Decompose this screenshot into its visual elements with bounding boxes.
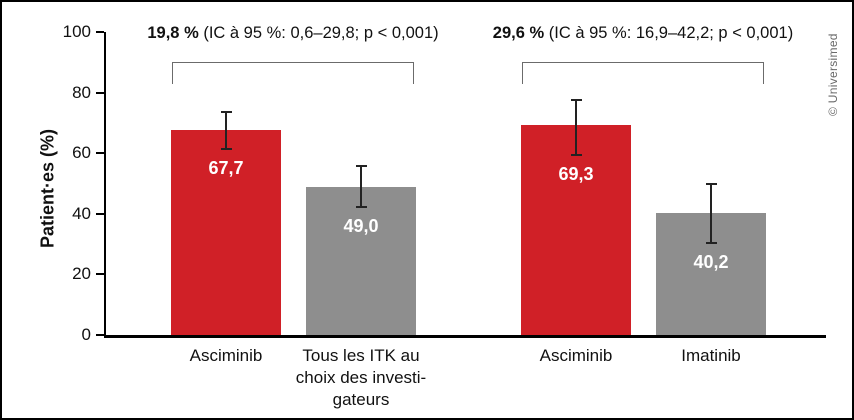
error-bar — [705, 182, 717, 245]
difference-annotation: 29,6 % (IC à 95 %: 16,9–42,2; p < 0,001) — [433, 24, 852, 43]
difference-annotation: 19,8 % (IC à 95 %: 0,6–29,8; p < 0,001) — [83, 24, 503, 43]
category-label: Asciminib — [189, 346, 263, 365]
bar-value-label: 49,0 — [343, 215, 379, 236]
difference-value: 19,8 % — [147, 24, 199, 42]
difference-ci-text: (IC à 95 %: 16,9–42,2; p < 0,001) — [544, 24, 794, 42]
bar-asciminib: 67,7 — [171, 129, 281, 335]
y-tick-label: 80 — [72, 82, 91, 102]
error-bar — [220, 110, 232, 151]
credit-text: © Universimed — [826, 33, 840, 116]
bar-value-label: 40,2 — [693, 252, 729, 273]
bar-value-label: 67,7 — [208, 158, 244, 179]
y-tick-mark — [96, 273, 104, 276]
y-axis-title: Patient·es (%) — [37, 128, 58, 249]
category-label: Tous les ITK au choix des investi- gateu… — [295, 346, 427, 409]
y-tick-label: 40 — [72, 203, 91, 223]
y-tick-label: 60 — [72, 143, 91, 163]
y-tick-mark — [96, 212, 104, 215]
bar-asciminib: 69,3 — [521, 125, 631, 335]
category-label: Asciminib — [539, 346, 613, 365]
y-tick-label: 20 — [72, 264, 91, 284]
y-tick-label: 0 — [81, 325, 91, 344]
difference-ci-text: (IC à 95 %: 0,6–29,8; p < 0,001) — [198, 24, 439, 42]
y-tick-mark — [96, 31, 104, 33]
error-bar — [570, 98, 582, 157]
category-label: Imatinib — [681, 346, 741, 365]
y-tick-mark — [96, 152, 104, 155]
comparison-bracket — [172, 62, 414, 84]
y-tick-label: 100 — [62, 22, 91, 41]
comparison-bracket — [522, 62, 764, 84]
difference-value: 29,6 % — [492, 24, 545, 42]
plot-area: 0 20 40 60 80 100 67,7 Asciminib 49,0 Tous les IT… — [63, 22, 826, 409]
error-bar — [355, 165, 367, 208]
y-tick-mark — [96, 91, 104, 94]
y-tick-mark — [96, 334, 104, 336]
bar-value-label: 69,3 — [558, 164, 594, 185]
bar-tous les itk au: 49,0 — [306, 186, 416, 335]
